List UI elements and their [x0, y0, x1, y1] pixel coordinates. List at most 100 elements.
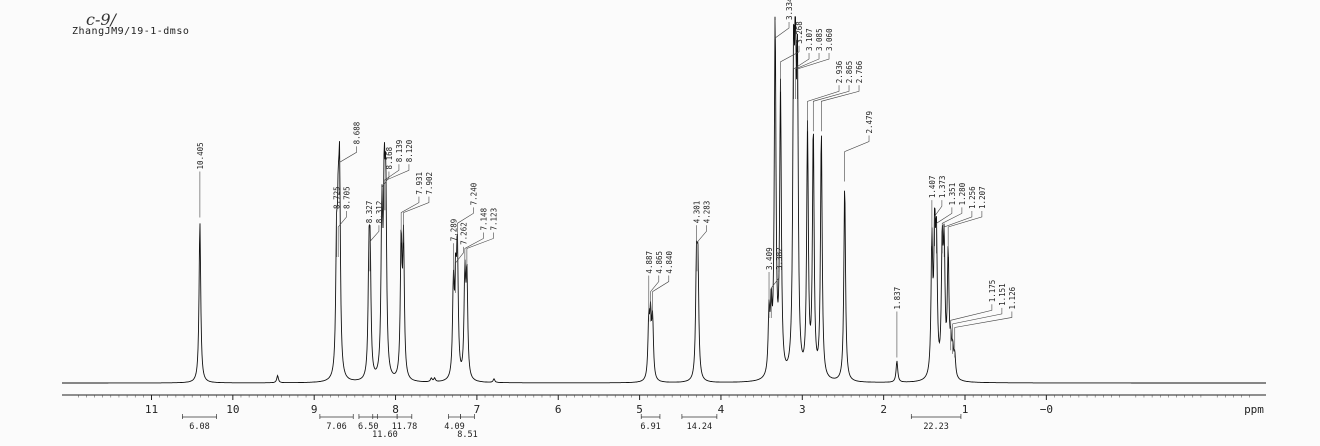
integral-value: 8.51: [457, 430, 477, 440]
peak-leader: [381, 171, 390, 218]
peak-label: 1.837: [893, 287, 902, 310]
peak-leader: [466, 232, 494, 279]
integral-value: 7.06: [326, 422, 346, 432]
x-tick-label: 3: [799, 403, 806, 416]
peak-leader: [780, 45, 800, 92]
peak-label: 1.280: [958, 182, 967, 205]
peak-leader: [774, 20, 790, 39]
peak-label: 1.207: [978, 186, 987, 209]
peak-leader: [339, 146, 357, 193]
peak-label: 7.289: [449, 219, 458, 242]
x-axis-label: ppm: [1244, 403, 1264, 416]
peak-leader: [821, 85, 860, 132]
peak-leader: [952, 307, 1003, 354]
peak-label: 7.123: [489, 208, 498, 231]
peak-label: 3.107: [805, 28, 814, 51]
peak-leader: [807, 85, 840, 132]
peak-label: 8.168: [385, 146, 394, 169]
peak-leader: [697, 225, 707, 272]
peak-label: 3.085: [815, 28, 824, 51]
peak-leader: [403, 196, 430, 243]
peak-leader: [383, 164, 400, 211]
peak-leader: [812, 85, 850, 132]
peak-label: 2.865: [845, 61, 854, 84]
peak-label: 2.936: [835, 60, 844, 83]
peak-label: 4.865: [655, 251, 664, 274]
peak-label: 8.688: [353, 121, 362, 144]
peak-label: 1.373: [938, 176, 947, 199]
x-tick-label: 10: [226, 403, 239, 416]
peak-leader: [936, 207, 953, 254]
peak-leader: [793, 52, 810, 99]
integral-value: 11.60: [372, 430, 398, 440]
sample-label: ZhangJM9/19-1-dmso: [72, 26, 190, 37]
x-tick-label: 6: [555, 403, 562, 416]
peak-leader: [770, 271, 780, 318]
peak-leader: [369, 225, 380, 272]
peak-leader: [795, 52, 820, 99]
x-tick-label: 8: [392, 403, 399, 416]
peak-label: 10.405: [196, 142, 205, 169]
peak-label: 8.725: [333, 186, 342, 209]
peak-label: 2.766: [855, 60, 864, 83]
peak-label: 4.283: [702, 201, 711, 224]
x-tick-label: 4: [718, 403, 725, 416]
peak-leader: [950, 304, 993, 351]
integral-value: 22.23: [923, 422, 949, 432]
peak-label: 1.126: [1008, 286, 1017, 309]
peak-label: 1.256: [968, 186, 977, 209]
peak-label: 1.175: [988, 280, 997, 303]
integral-value: 11.78: [392, 422, 418, 432]
x-tick-label: −0: [1040, 403, 1053, 416]
peak-label: 8.139: [395, 140, 404, 163]
peak-leader: [844, 135, 870, 182]
x-tick-label: 1: [962, 403, 969, 416]
x-tick-label: 5: [636, 403, 643, 416]
peak-leader: [337, 210, 347, 257]
peak-leader: [464, 232, 484, 279]
peak-label: 7.931: [415, 172, 424, 195]
peak-leader: [652, 275, 670, 322]
peak-leader: [400, 196, 420, 243]
peak-label: 3.409: [765, 247, 774, 270]
peak-leader: [954, 311, 1013, 358]
peak-label: 8.705: [343, 186, 352, 209]
peak-label: 7.902: [425, 172, 434, 195]
spectrum-trace: [62, 16, 1266, 384]
peak-label: 8.327: [365, 201, 374, 224]
peak-label: 1.407: [928, 176, 937, 199]
peak-label: 8.120: [405, 139, 414, 162]
peak-leader: [650, 275, 660, 322]
peak-leader: [943, 210, 973, 257]
peak-label: 4.840: [665, 250, 674, 273]
handwritten-note: c-9/: [86, 10, 116, 29]
integral-value: 6.91: [640, 422, 660, 432]
peak-label: 7.240: [469, 182, 478, 205]
peak-label: 2.479: [865, 111, 874, 134]
peak-label: 3.268: [795, 21, 804, 44]
peak-leader: [457, 207, 474, 254]
peak-label: 1.151: [998, 283, 1007, 306]
integral-value: 4.09: [444, 422, 464, 432]
peak-label: 4.301: [692, 201, 701, 224]
integral-value: 6.08: [189, 422, 209, 432]
peak-label: 7.148: [479, 207, 488, 230]
peak-leader: [455, 246, 464, 293]
peak-leader: [385, 164, 410, 211]
peak-label: 3.334: [785, 0, 794, 20]
integral-value: 14.24: [687, 422, 713, 432]
peak-label: 4.887: [645, 251, 654, 274]
peak-leader: [934, 200, 943, 247]
peak-label: 8.312: [375, 201, 384, 224]
peak-leader: [797, 52, 830, 99]
peak-label: 3.060: [825, 28, 834, 51]
peak-label: 7.262: [459, 222, 468, 245]
peak-label: 3.382: [775, 247, 784, 270]
x-tick-label: 2: [880, 403, 887, 416]
x-tick-label: 11: [145, 403, 158, 416]
x-tick-label: 7: [474, 403, 481, 416]
peak-label: 1.351: [948, 183, 957, 206]
integral-value: 6.50: [358, 422, 378, 432]
